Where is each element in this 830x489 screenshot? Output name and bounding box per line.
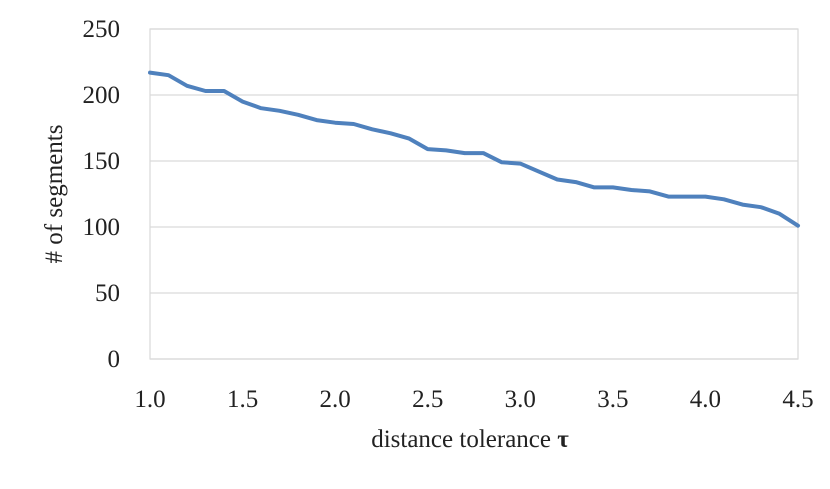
y-tick-label: 100 xyxy=(83,214,121,241)
y-axis-tick-labels: 0 50 100 150 200 250 xyxy=(83,16,121,373)
x-tick-label: 1.0 xyxy=(134,386,165,413)
x-axis-tick-labels: 1.0 1.5 2.0 2.5 3.0 3.5 4.0 4.5 xyxy=(134,386,813,413)
x-tick-label: 1.5 xyxy=(227,386,258,413)
x-tick-label: 2.5 xyxy=(412,386,443,413)
y-tick-label: 150 xyxy=(83,148,121,175)
x-axis-title: distance tolerance τ xyxy=(371,426,569,453)
x-tick-label: 3.5 xyxy=(597,386,628,413)
y-tick-label: 50 xyxy=(95,280,120,307)
x-tick-label: 4.5 xyxy=(782,386,813,413)
plot-area-border xyxy=(149,28,799,360)
x-tick-label: 3.0 xyxy=(505,386,536,413)
series-layer xyxy=(148,70,800,228)
y-tick-label: 200 xyxy=(83,82,121,109)
x-axis-title-text: distance tolerance xyxy=(371,426,557,453)
x-tick-label: 2.0 xyxy=(320,386,351,413)
y-tick-label: 250 xyxy=(83,16,121,43)
x-tick-label: 4.0 xyxy=(690,386,721,413)
series-line xyxy=(148,70,800,228)
x-axis-title-symbol: τ xyxy=(557,426,569,453)
y-axis-title: # of segments xyxy=(41,125,68,264)
y-tick-label: 0 xyxy=(108,346,121,373)
grid xyxy=(150,28,798,360)
